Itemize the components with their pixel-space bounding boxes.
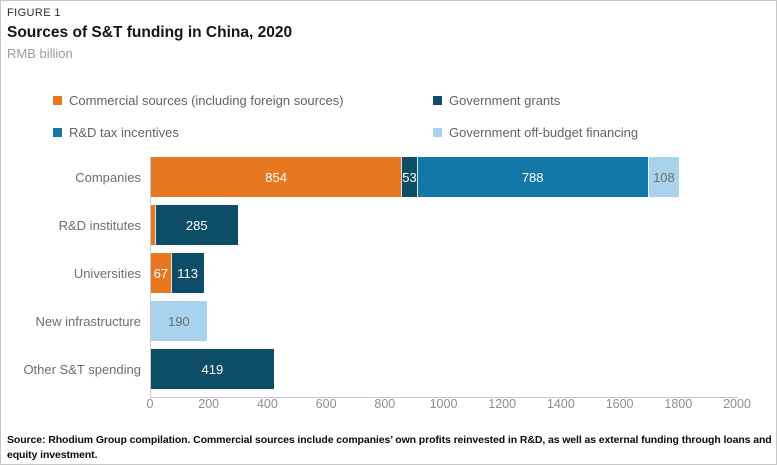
- bar-track: 67 113: [151, 253, 737, 293]
- legend: Commercial sources (including foreign so…: [53, 93, 776, 140]
- bar-row: Companies 854 53 788 108: [1, 157, 776, 197]
- legend-item-tax: R&D tax incentives: [53, 125, 433, 140]
- chart-title: Sources of S&T funding in China, 2020: [7, 24, 293, 41]
- x-axis: 0 200 400 600 800 1000 1200 1400 1600 1800 2000: [146, 397, 751, 411]
- x-tick-label: 2000: [723, 397, 751, 411]
- x-tick-label: 0: [146, 397, 154, 411]
- bar-segment-grants: 113: [170, 253, 204, 293]
- x-tick-label: 800: [374, 397, 396, 411]
- category-label: R&D institutes: [58, 217, 141, 233]
- chart-subtitle: RMB billion: [7, 46, 73, 61]
- bar-track: 419: [151, 349, 737, 389]
- legend-swatch-icon: [433, 96, 442, 105]
- x-tick-label: 1600: [605, 397, 634, 411]
- x-tick-label: 1400: [546, 397, 575, 411]
- x-tick-label: 200: [198, 397, 220, 411]
- category-label: New infrastructure: [35, 313, 141, 329]
- legend-label: R&D tax incentives: [69, 125, 179, 140]
- bar-row: Other S&T spending 419: [1, 349, 776, 389]
- bar-segment-offbudget: 190: [151, 301, 207, 341]
- x-tick-label: 400: [256, 397, 278, 411]
- x-tick-label: 1000: [429, 397, 458, 411]
- bar-segment-grants: 419: [151, 349, 274, 389]
- bar-track: 854 53 788 108: [151, 157, 737, 197]
- bar-segment-offbudget: 108: [647, 157, 680, 197]
- bar-segment-grants: 53: [401, 157, 417, 197]
- category-label: Universities: [73, 265, 141, 281]
- bar-rows: Companies 854 53 788 108 R&D institutes 285 Uni…: [1, 157, 776, 389]
- legend-label: Commercial sources (including foreign so…: [69, 93, 344, 108]
- legend-swatch-icon: [53, 96, 62, 105]
- x-tick-label: 1200: [488, 397, 517, 411]
- bar-segment-commercial: 854: [151, 157, 402, 197]
- bar-row: New infrastructure 190: [1, 301, 776, 341]
- legend-swatch-icon: [53, 128, 62, 137]
- bar-row: Universities 67 113: [1, 253, 776, 293]
- legend-item-grants: Government grants: [433, 93, 776, 108]
- legend-label: Government grants: [449, 93, 561, 108]
- legend-swatch-icon: [433, 128, 442, 137]
- bar-track: 190: [151, 301, 737, 341]
- source-note: Source: Rhodium Group compilation. Comme…: [7, 434, 772, 462]
- bar-segment-grants: 285: [154, 205, 239, 245]
- x-tick-label: 1800: [664, 397, 693, 411]
- legend-item-commercial: Commercial sources (including foreign so…: [53, 93, 433, 108]
- legend-item-offbudget: Government off-budget financing: [433, 125, 776, 140]
- x-tick-label: 600: [315, 397, 337, 411]
- category-label: Other S&T spending: [23, 361, 141, 377]
- legend-label: Government off-budget financing: [449, 125, 639, 140]
- bar-segment-commercial: 67: [151, 253, 171, 293]
- bar-segment-tax: 788: [416, 157, 648, 197]
- category-label: Companies: [75, 169, 141, 185]
- bar-segment-commercial: [151, 205, 155, 245]
- bar-track: 285: [151, 205, 737, 245]
- figure-label: FIGURE 1: [7, 7, 61, 19]
- bar-chart: Companies 854 53 788 108 R&D institutes 285 Uni…: [1, 157, 776, 411]
- bar-row: R&D institutes 285: [1, 205, 776, 245]
- chart-header: FIGURE 1 Sources of S&T funding in China…: [1, 1, 776, 62]
